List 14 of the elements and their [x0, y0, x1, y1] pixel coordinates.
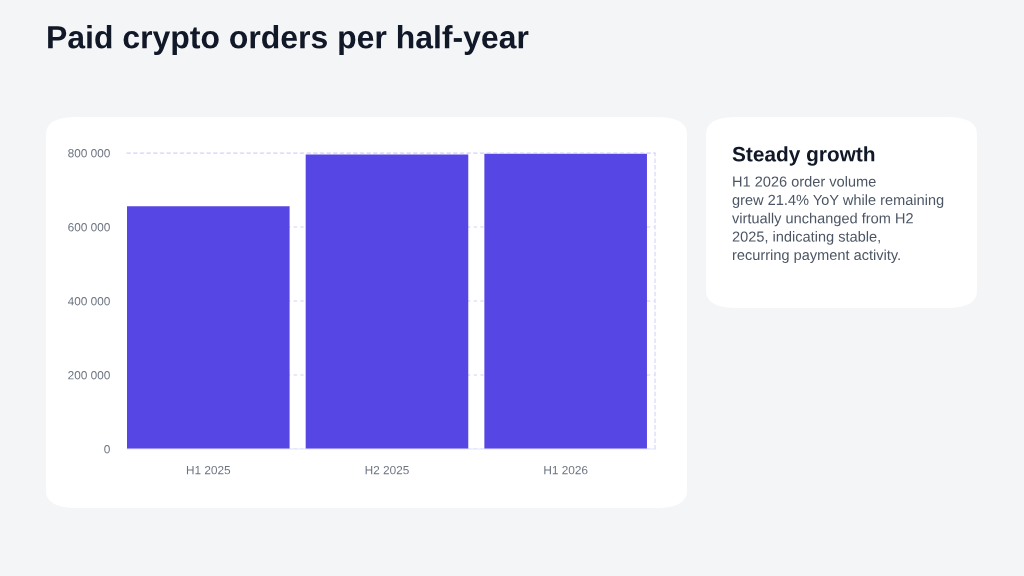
x-tick-label: H1 2026	[544, 465, 588, 475]
bar	[484, 153, 647, 449]
y-tick-label: 800 000	[68, 149, 110, 158]
x-tick-label: H1 2025	[186, 465, 231, 475]
bar	[127, 206, 290, 449]
y-tick-label: 200 000	[68, 371, 110, 380]
bar	[305, 154, 469, 449]
y-tick-label: 400 000	[67, 297, 110, 306]
y-tick-label: 0	[104, 445, 110, 454]
y-tick-label: 600 000	[68, 223, 110, 232]
text: Steady growth	[732, 146, 875, 166]
x-tick-label: H2 2025	[365, 465, 409, 475]
text: H1 2026 order volume grew 21.4% YoY while remaining virtually unchanged from H2 2025, indicating stable, recurring payment activity.	[732, 176, 944, 263]
chart-title: Paid crypto orders per half-year	[48, 25, 529, 55]
